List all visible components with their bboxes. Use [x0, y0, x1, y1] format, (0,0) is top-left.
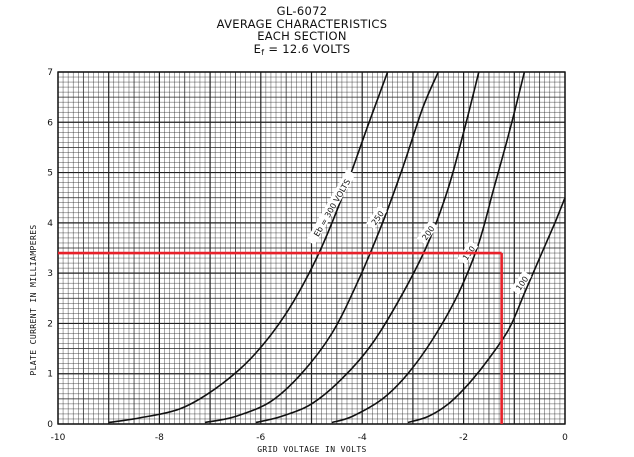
curve-250 [204, 71, 440, 424]
curve-100 [407, 197, 566, 424]
curve-label-bg [416, 220, 438, 245]
curve-eb-300-volts [108, 71, 389, 424]
heater-voltage-label: Ef = 12.6 VOLTS [254, 42, 351, 57]
y-axis-label: PLATE CURRENT IN MILLIAMPERES [29, 224, 38, 375]
x-tick-label: -4 [358, 433, 367, 443]
axis-ticks: -10 -8 -6 -4 -2 0 0 1 2 3 4 5 6 7 [47, 68, 568, 443]
x-tick-label: -10 [51, 433, 66, 443]
plot-frame [57, 71, 566, 425]
curve-label: Eb = 300 VOLTS [312, 178, 352, 239]
chart-subtitle-2: EACH SECTION [257, 29, 347, 43]
x-tick-label: -8 [155, 433, 164, 443]
y-tick-label: 5 [47, 169, 53, 179]
grid [57, 71, 566, 425]
y-tick-label: 3 [47, 269, 53, 279]
x-tick-label: 0 [562, 433, 568, 443]
y-tick-label: 4 [47, 219, 53, 229]
curve-label-bg [510, 270, 532, 295]
y-tick-label: 1 [47, 370, 53, 380]
chart-subtitle-1: AVERAGE CHARACTERISTICS [217, 17, 388, 31]
x-axis-label: GRID VOLTAGE IN VOLTS [257, 445, 367, 454]
heater-symbol: E [254, 42, 262, 56]
curve-150 [331, 71, 526, 424]
x-tick-label: -2 [459, 433, 468, 443]
operating-point-lines [58, 251, 503, 424]
curve-200 [255, 71, 480, 424]
y-tick-label: 2 [47, 319, 53, 329]
y-tick-label: 7 [47, 68, 53, 78]
y-tick-label: 6 [47, 118, 53, 128]
curve-label-bg [306, 169, 356, 246]
chart-title: GL-6072 [277, 4, 328, 18]
plate-current-curves [108, 71, 566, 424]
x-tick-label: -6 [256, 433, 265, 443]
curve-label-bg [366, 205, 388, 230]
y-tick-label: 0 [47, 420, 53, 430]
heater-value: = 12.6 VOLTS [264, 42, 350, 56]
heater-subscript: f [261, 48, 264, 57]
